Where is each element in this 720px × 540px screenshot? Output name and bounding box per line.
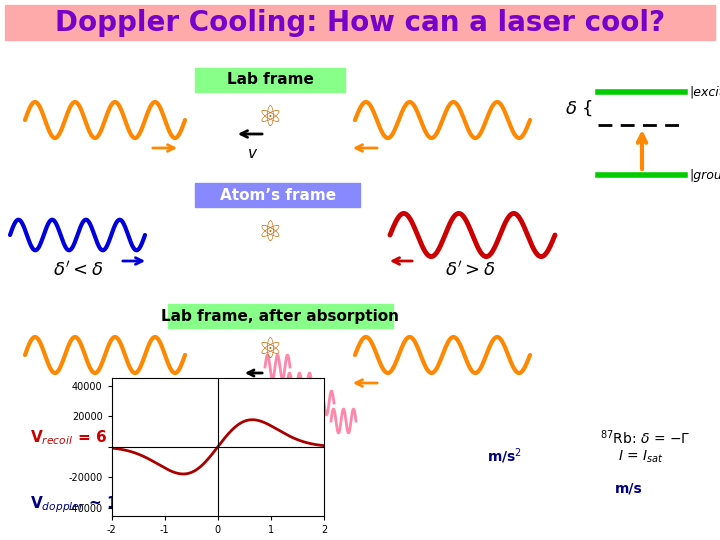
Text: V$_{recoil}$ = 6 mm/s: V$_{recoil}$ = 6 mm/s: [30, 429, 158, 447]
Text: $^{87}$Rb: $\delta$ = $-\Gamma$: $^{87}$Rb: $\delta$ = $-\Gamma$: [600, 429, 690, 447]
Text: $I$ = $I_{sat}$: $I$ = $I_{sat}$: [618, 449, 664, 465]
Text: Atom’s frame: Atom’s frame: [220, 187, 336, 202]
Text: ⚛: ⚛: [258, 219, 282, 247]
Text: Doppler Cooling: How can a laser cool?: Doppler Cooling: How can a laser cool?: [55, 9, 665, 37]
Text: v-v$_{recoil}$: v-v$_{recoil}$: [235, 383, 276, 395]
Text: $\delta$ $\{$: $\delta$ $\{$: [565, 99, 593, 118]
Bar: [195, 68, 345, 92]
Text: m/s$^2$: m/s$^2$: [487, 446, 522, 466]
Text: V$_{doppler}$ ~ 10 cm/s: V$_{doppler}$ ~ 10 cm/s: [30, 495, 174, 515]
Text: $\delta'> \delta$: $\delta'> \delta$: [445, 260, 495, 280]
Text: v: v: [248, 146, 256, 161]
Text: Lab frame, after absorption: Lab frame, after absorption: [161, 308, 399, 323]
Text: |ground: |ground: [689, 168, 720, 181]
Bar: [5, 5, 715, 40]
Bar: [168, 304, 393, 328]
Text: |excited: |excited: [689, 85, 720, 98]
Text: ⚛: ⚛: [258, 336, 282, 364]
Text: $\delta'< \delta$: $\delta'< \delta$: [53, 260, 103, 280]
Text: ⚛: ⚛: [258, 104, 282, 132]
Bar: [195, 183, 360, 207]
Text: m/s: m/s: [615, 481, 643, 495]
Text: Lab frame: Lab frame: [227, 72, 313, 87]
